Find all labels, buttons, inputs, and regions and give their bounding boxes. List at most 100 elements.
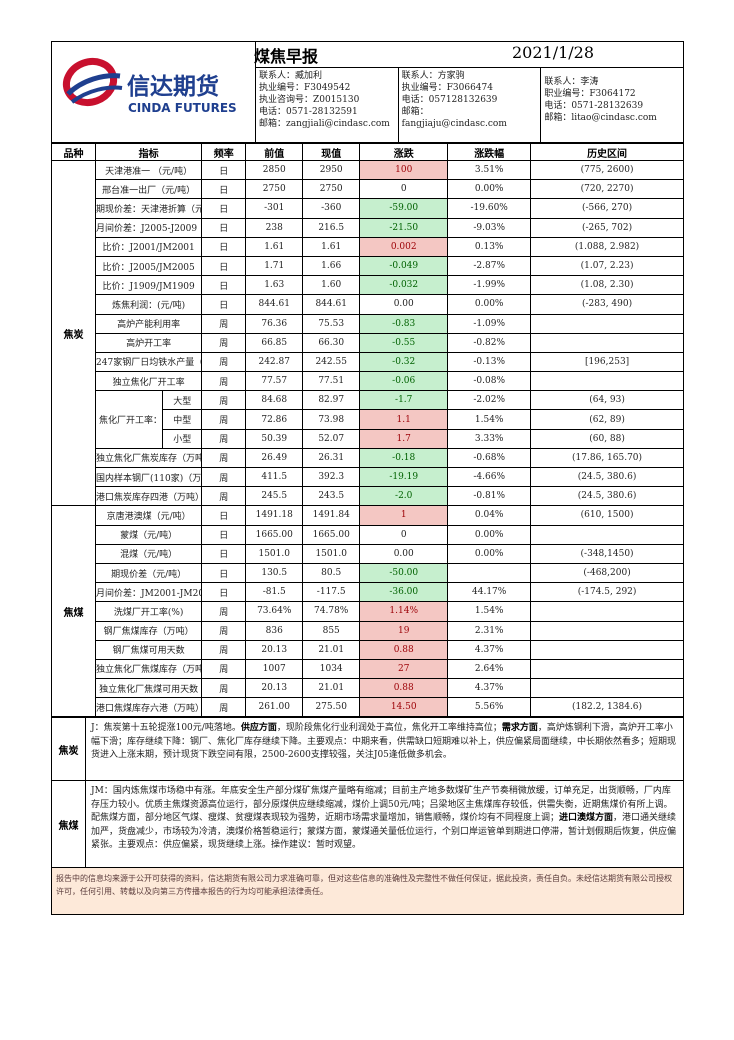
current-value-cell: 26.31 — [302, 447, 361, 469]
freq-cell: 周 — [201, 639, 247, 660]
table-row: 钢厂焦煤可用天数周 20.13 21.01 0.88 4.37% — [52, 639, 684, 660]
current-value-cell: 66.30 — [302, 332, 361, 353]
change-pct-cell: -4.66% — [447, 466, 532, 488]
notes-table: 焦炭 J：焦炭第十五轮提涨100元/吨落地。供应方面，现阶段焦化行业利润处于高位… — [51, 717, 684, 869]
history-range-cell: (-174.5, 292) — [530, 582, 684, 603]
change-cell: -0.83 — [359, 313, 449, 334]
history-range-cell: (60, 88) — [530, 428, 684, 449]
change-cell: -19.19 — [359, 466, 449, 488]
current-value-cell: -117.5 — [302, 582, 361, 603]
freq-cell: 周 — [201, 447, 247, 469]
change-cell: 1.14% — [359, 601, 449, 622]
coal-notes: JM：国内炼焦煤市场稳中有涨。年底安全生产部分煤矿焦煤产量略有缩减；目前主产地多… — [85, 780, 684, 869]
current-value-cell: 2750 — [302, 179, 361, 200]
contact-2-license: 执业编号：F3066474 — [401, 83, 493, 93]
prev-value-cell: 844.61 — [245, 294, 304, 315]
coke-note-part-3: ，高炉炼钢利下滑，高炉开工率小幅下滑；库存继续下降：钢厂、焦化厂库存继续下降。主… — [91, 723, 677, 761]
prev-value-cell: 1.71 — [245, 255, 304, 277]
prev-value-cell: 77.57 — [245, 371, 304, 392]
col-header-change-pct: 涨跌幅 — [447, 143, 532, 161]
contact-3-phone: 电话：0571-28132639 — [544, 101, 644, 111]
freq-cell: 周 — [201, 697, 247, 718]
coal-note-part-1: JM：国内炼焦煤市场稳中有涨。年底安全生产部分煤矿焦煤产量略有缩减；目前主产地多… — [91, 786, 673, 824]
change-pct-cell: 0.00% — [447, 543, 532, 564]
prev-value-cell: 1.61 — [245, 236, 304, 257]
change-pct-cell: -0.81% — [447, 486, 532, 507]
indicator-cell: 蒙煤（元/吨） — [95, 524, 203, 545]
history-range-cell — [530, 313, 684, 334]
change-cell: 100 — [359, 159, 449, 181]
history-range-cell: (-566, 270) — [530, 198, 684, 219]
history-range-cell: (-468,200) — [530, 562, 684, 584]
freq-cell: 日 — [201, 198, 247, 219]
change-cell: -0.032 — [359, 275, 449, 296]
change-pct-cell: -1.99% — [447, 275, 532, 296]
change-pct-cell: -0.82% — [447, 332, 532, 353]
freq-cell: 周 — [201, 678, 247, 699]
history-range-cell — [530, 658, 684, 680]
freq-cell: 日 — [201, 255, 247, 277]
freq-cell: 日 — [201, 562, 247, 584]
contact-1-email: 邮箱：zangjiali@cindasc.com — [259, 119, 390, 129]
change-pct-cell: 44.17% — [447, 582, 532, 603]
change-pct-cell: 0.13% — [447, 236, 532, 257]
change-cell: -0.06 — [359, 371, 449, 392]
change-pct-cell: 5.56% — [447, 697, 532, 718]
prev-value-cell: 20.13 — [245, 678, 304, 699]
freq-cell: 周 — [201, 466, 247, 488]
freq-cell: 周 — [201, 313, 247, 334]
report-date: 2021/1/28 — [512, 43, 595, 62]
current-value-cell: 242.55 — [302, 351, 361, 373]
freq-cell: 日 — [201, 543, 247, 564]
contact-3: 联系人：李涛 职业编号：F3064172 电话：0571-28132639 邮箱… — [540, 67, 684, 143]
change-cell: -1.7 — [359, 390, 449, 411]
contact-1: 联系人：臧加利 执业编号：F3049542 执业咨询号：Z0015130 电话：… — [255, 67, 399, 143]
prev-value-cell: 84.68 — [245, 390, 304, 411]
table-row: 钢厂焦煤库存（万吨）周 836 855 19 2.31% — [52, 620, 684, 641]
table-row: 小型周 50.39 52.07 1.7 3.33% (60, 88) — [52, 428, 684, 449]
prev-value-cell: 245.5 — [245, 486, 304, 507]
contact-3-name: 联系人：李涛 — [544, 77, 599, 87]
change-cell: 0.00 — [359, 294, 449, 315]
prev-value-cell: 2750 — [245, 179, 304, 200]
indicator-cell: 混煤（元/吨） — [95, 543, 203, 564]
indicator-cell: 比价：J2001/JM2001 — [95, 236, 203, 257]
prev-value-cell: 50.39 — [245, 428, 304, 449]
indicator-cell: 高炉开工率 — [95, 332, 203, 353]
history-range-cell: [196,253] — [530, 351, 684, 373]
change-cell: -0.32 — [359, 351, 449, 373]
data-table: 品种 指标 频率 前值 现值 涨跌 涨跌幅 历史区间 焦炭 天津港准一 （元/吨）日 2850 295… — [50, 143, 684, 718]
current-value-cell: 73.98 — [302, 409, 361, 430]
indicator-cell: 期现价差（元/吨） — [95, 562, 203, 584]
table-row: 港口焦炭库存四港（万吨）周 245.5 243.5 -2.0 -0.81% (24.5, … — [52, 486, 684, 507]
coke-note-part-2: ，现阶段焦化行业利润处于高位，焦化开工率维持高位； — [276, 723, 502, 734]
freq-cell: 日 — [201, 159, 247, 181]
freq-cell: 日 — [201, 236, 247, 257]
current-value-cell: 1501.0 — [302, 543, 361, 564]
table-row: 焦炭 天津港准一 （元/吨）日 2850 2950 100 3.51% (775, 2600… — [50, 159, 684, 507]
change-pct-cell: 2.64% — [447, 658, 532, 680]
freq-cell: 周 — [201, 620, 247, 641]
history-range-cell — [530, 639, 684, 660]
indicator-cell: 邢台准一出厂（元/吨） — [95, 179, 203, 200]
prev-value-cell: 1.63 — [245, 275, 304, 296]
page-title: 煤焦早报 — [254, 47, 319, 66]
contact-3-license: 职业编号：F3064172 — [544, 89, 636, 99]
table-row: 月间价差：JM2001-JM2005日-81.5-117.5-36.0044.1… — [52, 582, 684, 603]
freq-cell: 周 — [201, 332, 247, 353]
col-header-indicator: 指标 — [95, 143, 203, 161]
col-header-change: 涨跌 — [359, 143, 449, 161]
current-value-cell: 243.5 — [302, 486, 361, 507]
coke-supply-keyword: 供应方面 — [240, 723, 277, 734]
history-range-cell: (-283, 490) — [530, 294, 684, 315]
indicator-cell: 京唐港澳煤（元/吨） — [95, 505, 203, 526]
prev-value-cell: 411.5 — [245, 466, 304, 488]
change-pct-cell: -9.03% — [447, 217, 532, 238]
indicator-cell: 独立焦化厂焦煤库存（万吨） — [95, 658, 203, 680]
change-pct-cell: 0.00% — [447, 524, 532, 545]
indicator-cell: 比价：J2005/JM2005 — [95, 255, 203, 277]
indicator-cell: 比价：J1909/JM1909 — [95, 275, 203, 296]
table-row: 独立焦化厂焦煤可用天数周 20.13 21.01 0.88 4.37% — [52, 678, 684, 699]
report-header: 信达期货 CINDA FUTURES 联系人：臧加利 执业编号：F3049542… — [51, 41, 684, 143]
